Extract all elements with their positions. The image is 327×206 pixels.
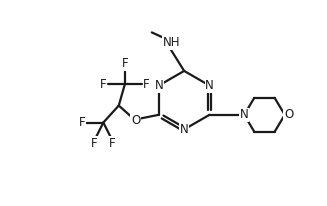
Text: F: F [78, 116, 85, 129]
Text: F: F [122, 57, 128, 70]
Text: N: N [240, 108, 249, 121]
Text: NH: NH [163, 36, 181, 49]
Text: F: F [100, 77, 107, 90]
Text: F: F [143, 77, 150, 90]
Text: F: F [91, 137, 97, 150]
Text: N: N [205, 79, 214, 92]
Text: O: O [131, 115, 140, 128]
Text: F: F [109, 137, 116, 150]
Text: O: O [284, 108, 293, 121]
Text: N: N [154, 79, 163, 92]
Text: N: N [180, 123, 189, 136]
